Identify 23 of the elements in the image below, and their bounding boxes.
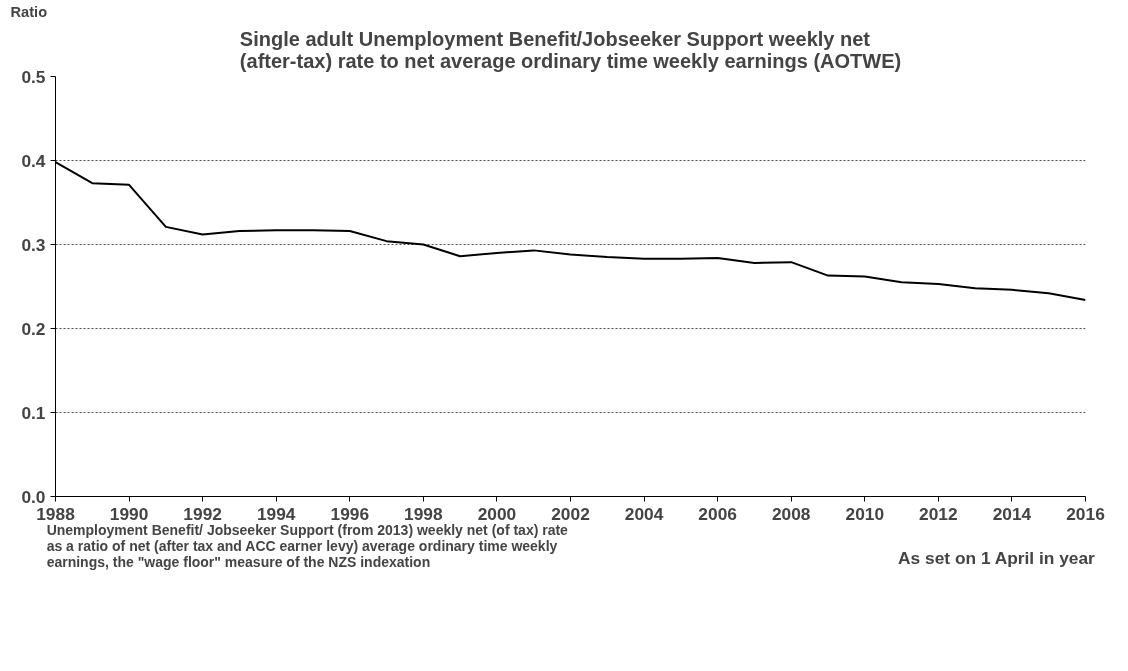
y-tick-label: 0.1 bbox=[21, 402, 46, 423]
y-tick-label: 0.5 bbox=[21, 66, 46, 87]
x-tick-label: 2010 bbox=[845, 503, 885, 524]
x-tick-label: 2008 bbox=[771, 503, 811, 524]
x-tick-label: 2002 bbox=[551, 503, 590, 524]
x-tick-label: 1996 bbox=[330, 503, 370, 524]
x-tick-label: 1998 bbox=[404, 503, 443, 524]
x-tick-label: 1994 bbox=[256, 503, 296, 524]
y-tick-label: 0.3 bbox=[21, 234, 46, 255]
x-tick-label: 2004 bbox=[624, 503, 664, 524]
x-tick-label: 1992 bbox=[183, 503, 222, 524]
text: As set on 1 April in year bbox=[898, 547, 1096, 568]
y-tick-label: 0.4 bbox=[21, 150, 46, 171]
y-axis-title: Ratio bbox=[10, 3, 48, 20]
text: Unemployment Benefit/ Jobseeker Support (from 2013) weekly net (of tax) rate as a ratio of net (after tax and ACC earner levy) average ordinary time weekly earnings, the "wage floor" measure of the NZS indexation bbox=[46, 522, 568, 570]
chart-title: Single adult Unemployment Benefit/Jobseeker Support weekly net (after-tax) rate to net average ordinary time weekly earnings (AOTWE) bbox=[239, 27, 902, 72]
x-tick-label: 2014 bbox=[992, 503, 1032, 524]
x-tick-label: 2016 bbox=[1066, 503, 1106, 524]
x-tick-label: 2000 bbox=[477, 503, 517, 524]
x-tick-label: 2012 bbox=[919, 503, 958, 524]
x-tick-label: 2006 bbox=[698, 503, 738, 524]
y-tick-label: 0.2 bbox=[21, 318, 46, 339]
x-tick-label: 1990 bbox=[109, 503, 149, 524]
